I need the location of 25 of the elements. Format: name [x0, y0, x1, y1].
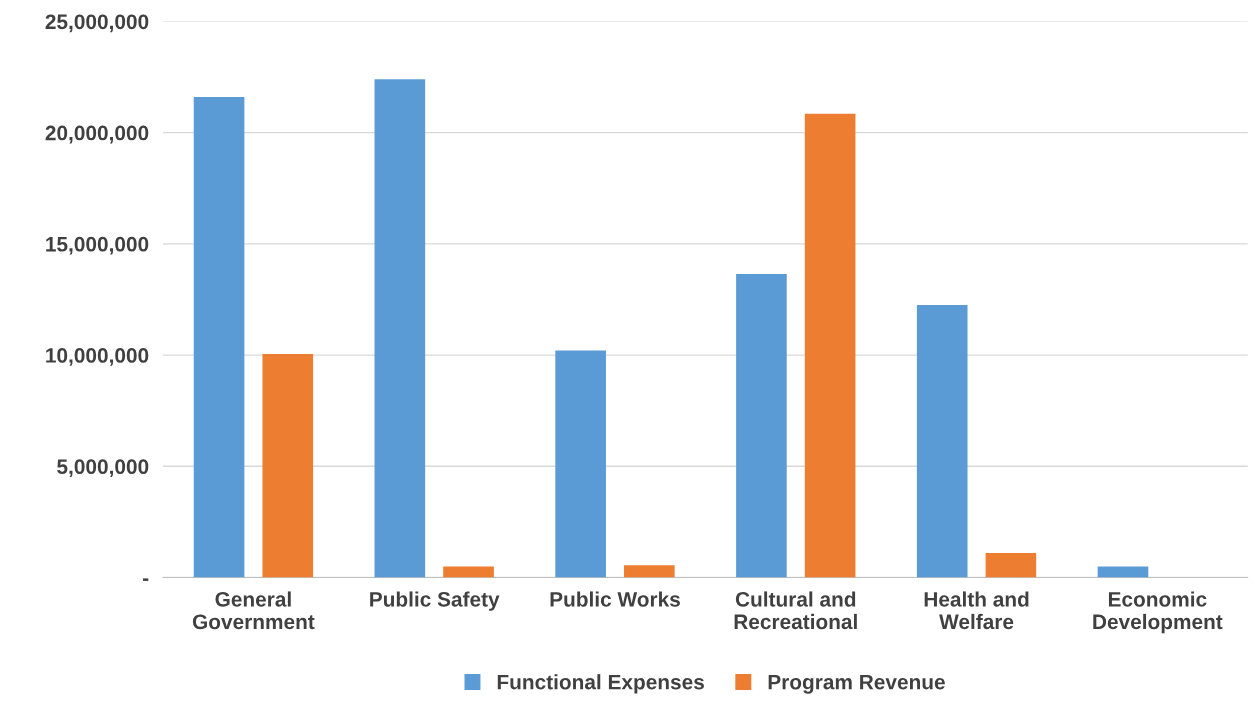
x-tick-label: Cultural and Recreational — [734, 591, 857, 630]
bar — [736, 273, 787, 578]
bar — [985, 553, 1037, 578]
bar — [374, 79, 426, 578]
bar — [262, 353, 314, 578]
y-tick-label: 15,000,000 — [46, 236, 149, 255]
y-tick-label: 25,000,000 — [45, 14, 149, 33]
bar — [624, 565, 675, 578]
x-tick-label: Public Works — [550, 591, 680, 607]
y-tick-label: 5,000,000 — [57, 459, 149, 478]
y-tick-label: 10,000,000 — [46, 348, 149, 366]
bar — [1097, 566, 1149, 578]
bar — [916, 305, 968, 578]
y-tick-label: 20,000,000 — [45, 125, 149, 144]
x-tick-label: Health and Welfare — [924, 591, 1029, 630]
bar — [555, 350, 606, 578]
x-tick-label: Economic Development — [1093, 591, 1223, 634]
bar — [804, 113, 856, 578]
bar — [443, 566, 494, 578]
x-tick-label: Public Safety — [370, 591, 500, 611]
legend-label: Functional Expenses — [497, 674, 704, 694]
legend-label: Program Revenue — [768, 674, 945, 694]
y-tick-label: - — [143, 578, 149, 581]
x-tick-label: General Government — [192, 591, 315, 630]
bar — [193, 97, 245, 578]
